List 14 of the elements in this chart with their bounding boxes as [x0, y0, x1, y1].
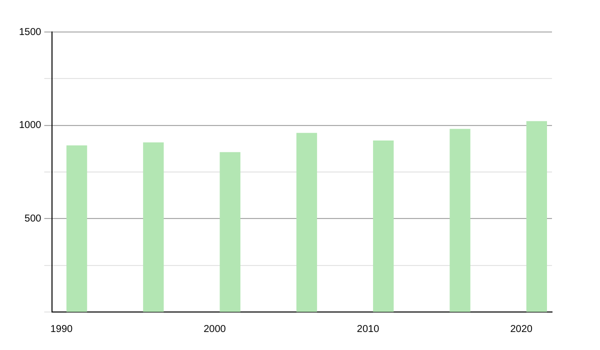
bar	[296, 132, 318, 312]
x-tick-label: 2020	[510, 324, 533, 335]
bar	[526, 121, 547, 312]
x-tick-label: 2010	[356, 324, 380, 335]
x-tick-label: 2000	[204, 324, 226, 335]
bar	[450, 128, 470, 312]
bar	[373, 140, 394, 312]
bar	[66, 145, 88, 312]
bar	[220, 152, 240, 312]
bar	[143, 142, 164, 312]
y-tick-label: 1000	[18, 120, 42, 132]
y-tick-label: 1500	[18, 26, 42, 38]
y-tick-label: 500	[24, 213, 42, 224]
x-tick-label: 1990	[50, 324, 74, 335]
